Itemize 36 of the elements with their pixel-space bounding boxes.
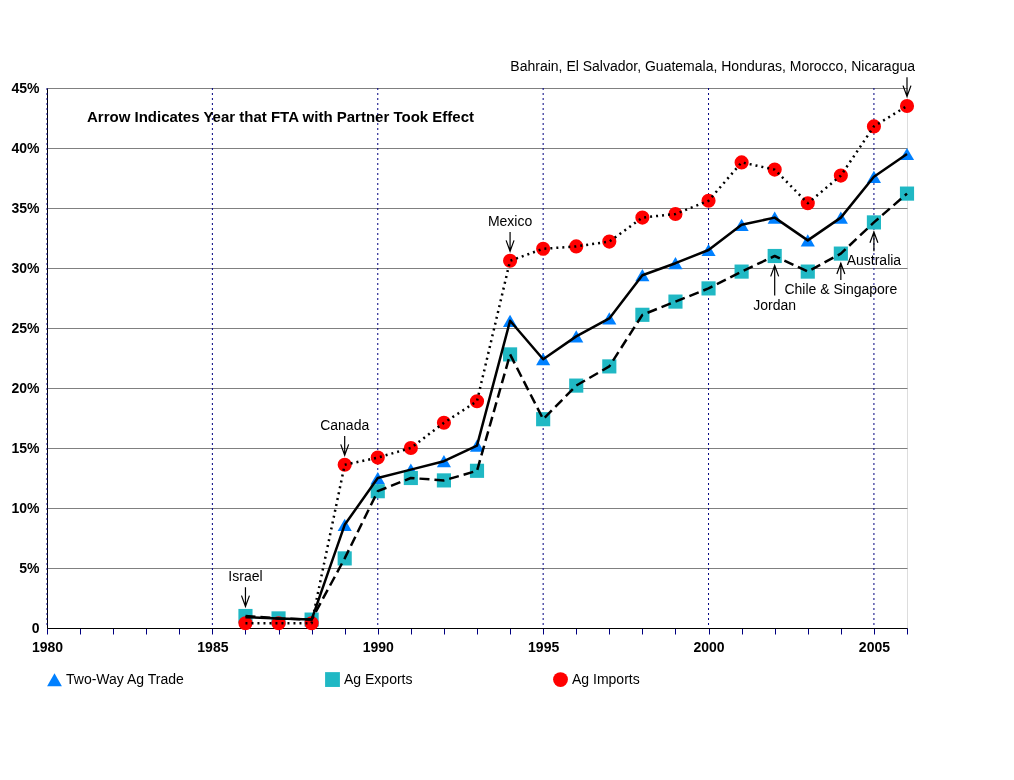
y-tick-label: 5% bbox=[19, 559, 41, 576]
annotation: Israel bbox=[228, 568, 263, 585]
y-tick-label: 0 bbox=[31, 619, 40, 636]
annotation: Mexico bbox=[487, 213, 533, 229]
y-tick-label: 45% bbox=[11, 79, 41, 96]
point bbox=[833, 168, 848, 183]
x-tick-label: 1990 bbox=[362, 638, 395, 655]
point bbox=[899, 186, 915, 201]
annotation: Canada bbox=[320, 417, 370, 433]
x-tick-label: 1985 bbox=[197, 638, 229, 655]
y-tick-label: 20% bbox=[11, 379, 41, 396]
y-tick-label: 25% bbox=[11, 319, 41, 336]
legend-label: Ag Exports bbox=[344, 670, 413, 687]
y-tick-label: 40% bbox=[11, 139, 41, 156]
x-tick-label: 1995 bbox=[528, 638, 560, 655]
annotation: Bahrain, El Salvador, Guatemala, Honduras, Morocco, Nicaragua bbox=[510, 58, 916, 75]
point bbox=[337, 457, 352, 472]
point bbox=[403, 440, 418, 456]
point bbox=[899, 98, 915, 114]
y-tick-label: 30% bbox=[11, 259, 41, 276]
y-tick-label: 35% bbox=[11, 199, 41, 216]
annotation: Australia bbox=[846, 252, 902, 269]
y-tick-label: 15% bbox=[11, 439, 41, 456]
point bbox=[469, 394, 485, 409]
annotation: Chile & Singapore bbox=[784, 281, 898, 297]
annotation: Jordan bbox=[753, 296, 797, 313]
legend-label: Two-Way Ag Trade bbox=[66, 670, 184, 687]
point bbox=[503, 253, 518, 268]
x-tick-label: 2005 bbox=[858, 638, 891, 655]
x-tick-label: 2000 bbox=[693, 638, 725, 655]
point bbox=[536, 241, 551, 256]
annotation: Arrow Indicates Year that FTA with Partner Took Effect bbox=[87, 108, 475, 125]
legend-label: Ag Imports bbox=[572, 670, 640, 687]
point bbox=[370, 450, 385, 465]
y-tick-label: 10% bbox=[11, 499, 41, 516]
x-tick-label: 1980 bbox=[31, 638, 64, 655]
